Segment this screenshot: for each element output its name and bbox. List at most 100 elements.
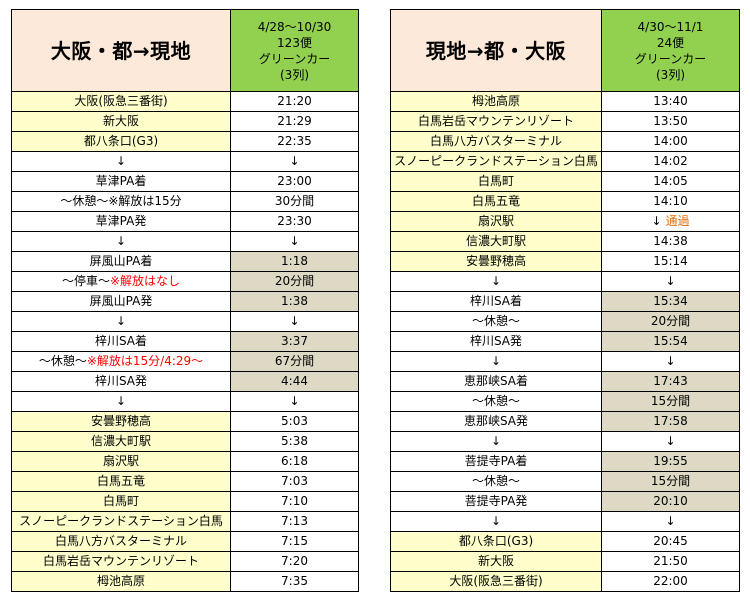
stop-cell: 白馬町 — [390, 171, 602, 192]
stop-cell: ↓ — [390, 271, 602, 292]
time-cell: 13:40 — [601, 91, 740, 112]
stop-cell: 〜休憩〜 — [390, 391, 602, 412]
time-cell: ↓ — [601, 351, 740, 372]
time-cell: 14:02 — [601, 151, 740, 172]
return-seat-class: グリーンカー — [634, 52, 707, 66]
time-cell: 15分間 — [601, 391, 740, 412]
time-value: ↓ — [665, 434, 676, 448]
return-service-header: 4/30〜11/1 24便 グリーンカー (3列) — [601, 9, 740, 92]
time-value: 15分間 — [650, 394, 691, 408]
time-value: 30分間 — [274, 194, 315, 208]
stop-cell: 扇沢駅 — [11, 451, 231, 472]
time-cell: ↓ — [230, 231, 359, 252]
stop-name: 〜休憩〜 — [471, 394, 520, 408]
time-cell: 20分間 — [601, 311, 740, 332]
stop-name: ↓ — [115, 154, 127, 168]
table-row: 白馬岩岳マウンテンリゾート 13:50 — [390, 111, 740, 132]
table-row: 白馬町 14:05 — [390, 171, 740, 192]
stop-name: 白馬五竜 — [96, 474, 145, 488]
stop-name: 屏風山PA着 — [89, 254, 153, 268]
time-value: 7:20 — [281, 554, 308, 568]
time-cell: 20:10 — [601, 491, 740, 512]
stop-name: 〜休憩〜 — [60, 194, 109, 208]
stop-name: 栂池高原 — [471, 94, 520, 108]
table-row: 新大阪 21:50 — [390, 551, 740, 572]
stop-name: ↓ — [490, 434, 502, 448]
table-row: 〜休憩〜 20分間 — [390, 311, 740, 332]
time-value: 14:00 — [653, 134, 688, 148]
time-cell: 20分間 — [230, 271, 359, 292]
outbound-timetable: 大阪・都→現地 4/28〜10/30 123便 グリーンカー (3列) 大阪(阪… — [11, 9, 359, 592]
stop-name: 新大阪 — [102, 114, 139, 128]
stop-name: 白馬五竜 — [471, 194, 520, 208]
outbound-date-range: 4/28〜10/30 — [257, 20, 332, 34]
stop-cell: 草津PA着 — [11, 171, 231, 192]
time-value: 15:14 — [653, 254, 688, 268]
time-cell: 20:45 — [601, 531, 740, 552]
time-value: 6:18 — [281, 454, 308, 468]
time-cell: 14:10 — [601, 191, 740, 212]
stop-cell: 〜停車〜※解放はなし — [11, 271, 231, 292]
stop-name: 信濃大町駅 — [465, 234, 526, 248]
stop-name: 〜休憩〜 — [471, 314, 520, 328]
stop-note: ※解放は15分/4:29〜 — [86, 354, 204, 368]
table-row: 恵那峡SA着 17:43 — [390, 371, 740, 392]
table-row: 草津PA着 23:00 — [11, 171, 359, 192]
stop-note: ※解放は15分 — [108, 194, 182, 208]
time-cell: 14:00 — [601, 131, 740, 152]
stop-cell: ↓ — [11, 391, 231, 412]
time-cell: ↓ — [230, 151, 359, 172]
time-cell: 17:58 — [601, 411, 740, 432]
table-row: ↓ ↓ — [390, 431, 740, 452]
time-cell: 7:20 — [230, 551, 359, 572]
time-cell: 15:54 — [601, 331, 740, 352]
stop-cell: 新大阪 — [390, 551, 602, 572]
time-value: ↓ — [651, 214, 662, 228]
stop-name: 屏風山PA発 — [89, 294, 153, 308]
table-row: ↓ ↓ — [11, 151, 359, 172]
time-value: 7:15 — [281, 534, 308, 548]
stop-name: 栂池高原 — [96, 574, 145, 588]
table-row: ↓ ↓ — [390, 271, 740, 292]
time-value: 3:37 — [281, 334, 308, 348]
time-value: 4:44 — [281, 374, 308, 388]
table-row: 大阪(阪急三番街) 21:20 — [11, 91, 359, 112]
stop-cell: 〜休憩〜 — [390, 311, 602, 332]
stop-name: 菩提寺PA発 — [464, 494, 528, 508]
table-row: 信濃大町駅 14:38 — [390, 231, 740, 252]
time-value: 20:45 — [653, 534, 688, 548]
table-row: ↓ ↓ — [390, 511, 740, 532]
time-cell: 15:34 — [601, 291, 740, 312]
table-row: 信濃大町駅 5:38 — [11, 431, 359, 452]
stop-cell: スノーピークランドステーション白馬 — [390, 151, 602, 172]
stop-name: 大阪(阪急三番街) — [449, 574, 543, 588]
stop-cell: 梓川SA発 — [11, 371, 231, 392]
time-cell: 67分間 — [230, 351, 359, 372]
table-row: 安曇野穂高 5:03 — [11, 411, 359, 432]
stop-cell: ↓ — [11, 311, 231, 332]
time-value: 20:10 — [653, 494, 688, 508]
outbound-seat-layout: (3列) — [280, 68, 309, 82]
time-cell: 5:03 — [230, 411, 359, 432]
time-value: ↓ — [289, 234, 300, 248]
time-cell: 6:18 — [230, 451, 359, 472]
stop-name: ↓ — [115, 314, 127, 328]
time-value: 15分間 — [650, 474, 691, 488]
time-cell: 15:14 — [601, 251, 740, 272]
return-title: 現地→都・大阪 — [390, 9, 602, 92]
stop-cell: 白馬八方バスターミナル — [390, 131, 602, 152]
time-value: 14:02 — [653, 154, 688, 168]
time-value: ↓ — [665, 274, 676, 288]
stop-cell: ↓ — [390, 511, 602, 532]
time-cell: 23:30 — [230, 211, 359, 232]
return-service-number: 24便 — [656, 36, 685, 50]
time-value: 67分間 — [274, 354, 315, 368]
outbound-seat-class: グリーンカー — [258, 52, 331, 66]
return-seat-layout: (3列) — [656, 68, 685, 82]
table-row: 白馬五竜 7:03 — [11, 471, 359, 492]
stop-cell: スノーピークランドステーション白馬 — [11, 511, 231, 532]
return-timetable: 現地→都・大阪 4/30〜11/1 24便 グリーンカー (3列) 栂池高原 13… — [390, 9, 740, 592]
time-value: 1:38 — [281, 294, 308, 308]
time-cell: 21:50 — [601, 551, 740, 572]
table-row: 屏風山PA着 1:18 — [11, 251, 359, 272]
